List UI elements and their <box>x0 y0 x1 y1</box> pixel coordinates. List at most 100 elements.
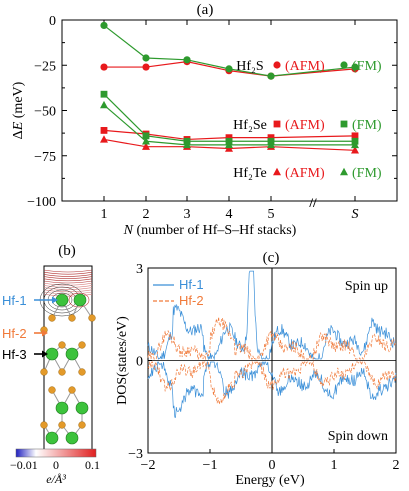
data-point-0-1 <box>142 63 150 71</box>
x-tick-label: 3 <box>184 207 191 222</box>
s-atom <box>68 314 76 322</box>
charge-contour-ring <box>68 292 90 308</box>
atom-arrow-head <box>52 296 58 304</box>
data-point-1-1 <box>142 54 150 62</box>
data-point-4-0 <box>100 135 108 143</box>
s-atom <box>58 368 66 376</box>
y-tick-label: −25 <box>34 59 56 74</box>
panel-c-label: (c) <box>263 250 280 266</box>
data-point-2-0 <box>100 127 108 134</box>
legend-afm-label: (AFM) <box>285 59 325 74</box>
x-tick-label: 1 <box>331 458 338 473</box>
atom-label-hf-2: Hf-2 <box>2 326 27 341</box>
data-point-2-5 <box>351 132 359 140</box>
y-axis-label: ΔE (meV) <box>11 81 26 139</box>
panel-c-dos: (c) −2 −1 0 1 2 −3 0 3 Energy (eV) DOS(states/eV) S… <box>115 250 400 488</box>
atom-label-hf-3: Hf-3 <box>2 347 27 362</box>
charge-contour <box>43 293 93 297</box>
dos-curve-hf1-up <box>147 270 397 361</box>
colorbar-min-label: −0.01 <box>10 458 38 472</box>
atom-arrow-head <box>42 350 48 358</box>
data-point-3-1 <box>142 132 150 140</box>
series-line-2 <box>103 129 356 141</box>
x-tick-label: S <box>352 207 359 222</box>
x-axis-label: N (number of Hf–S–Hf stacks) <box>123 223 297 238</box>
x-tick-label: 2 <box>393 458 400 473</box>
data-point-3-0 <box>100 90 108 98</box>
y-tick-label: −50 <box>34 105 56 120</box>
legend-compound: Hf₂S <box>236 59 263 74</box>
y-axis-label: DOS(states/eV) <box>115 316 130 405</box>
data-point-2-4 <box>267 134 275 142</box>
legend-afm-label: (AFM) <box>285 118 325 133</box>
s-atom <box>78 341 86 349</box>
s-atom <box>88 314 96 322</box>
legend-label-hf2: Hf-2 <box>179 293 204 308</box>
charge-contour <box>43 274 93 277</box>
colorbar-max-label: 0.1 <box>85 458 100 472</box>
data-point-4-5 <box>351 146 359 154</box>
charge-contour <box>43 282 93 286</box>
y-tick-label: −3 <box>128 447 143 462</box>
legend-afm-label: (AFM) <box>285 166 325 181</box>
legend-marker-fm <box>340 61 348 69</box>
y-tick-label: 3 <box>136 262 143 277</box>
axis-break-marker: // <box>308 195 317 210</box>
legend-marker-fm <box>340 167 348 176</box>
legend-marker-afm <box>273 120 281 128</box>
panel-b-structure: (b) Hf-1 Hf-2 Hf-3 −0.01 0 0.1 e/Å³ <box>2 243 100 486</box>
atom-label-hf-1: Hf-1 <box>2 293 27 308</box>
s-atom <box>78 421 86 429</box>
s-atom <box>78 368 86 376</box>
s-atom <box>48 386 56 394</box>
legend-marker-afm <box>273 167 281 176</box>
hf-atom <box>65 431 79 445</box>
data-point-1-4 <box>267 72 275 80</box>
dos-curve-hf2-down <box>147 360 397 405</box>
panel-b-label: (b) <box>58 243 76 259</box>
x-tick-label: 5 <box>268 207 275 222</box>
data-point-5-4 <box>267 140 275 149</box>
data-point-5-0 <box>100 100 108 109</box>
s-atom <box>58 341 66 349</box>
data-point-1-5 <box>351 63 359 71</box>
s-atom <box>68 386 76 394</box>
data-point-5-2 <box>183 140 191 149</box>
y-tick-label: −100 <box>27 195 56 210</box>
legend-label-hf1: Hf-1 <box>179 277 204 292</box>
charge-contour <box>43 280 93 284</box>
hf-atom <box>73 293 87 307</box>
y-tick-label: −75 <box>34 150 56 165</box>
dos-curve-hf2-up <box>147 317 397 361</box>
spin-down-annotation: Spin down <box>328 429 388 444</box>
panel-a-label: (a) <box>197 2 214 18</box>
charge-contour <box>43 289 93 293</box>
y-tick-label: 0 <box>136 355 143 370</box>
s-atom <box>40 368 48 376</box>
hf-atom <box>45 431 59 445</box>
legend-fm-label: (FM) <box>352 166 382 181</box>
atom-arrow-head <box>42 329 48 337</box>
colorbar-mid-label: 0 <box>53 458 59 472</box>
data-point-1-0 <box>100 21 108 30</box>
dos-curve-hf1-down <box>147 360 397 418</box>
x-tick-label: 0 <box>269 458 276 473</box>
series-line-4 <box>103 138 356 151</box>
y-tick-label: 0 <box>49 14 56 29</box>
x-tick-label: 1 <box>101 207 108 222</box>
charge-contour <box>43 276 93 279</box>
legend-compound: Hf₂Te <box>233 166 266 181</box>
data-point-5-3 <box>225 140 233 149</box>
data-point-5-1 <box>142 137 150 145</box>
hf-atom <box>65 347 79 361</box>
colorbar-unit: e/Å³ <box>46 472 66 486</box>
legend-fm-label: (FM) <box>352 59 382 74</box>
series-line-3 <box>103 93 355 142</box>
x-tick-label: 4 <box>226 207 233 222</box>
x-axis-label: Energy (eV) <box>235 473 305 488</box>
charge-contour <box>43 285 93 288</box>
hf-atom <box>75 401 89 415</box>
panel-a-chart: (a) −100 −75 −50 −25 0 1 2 3 4 5 S // N (number of Hf… <box>11 2 398 238</box>
legend-marker-afm <box>273 61 281 69</box>
